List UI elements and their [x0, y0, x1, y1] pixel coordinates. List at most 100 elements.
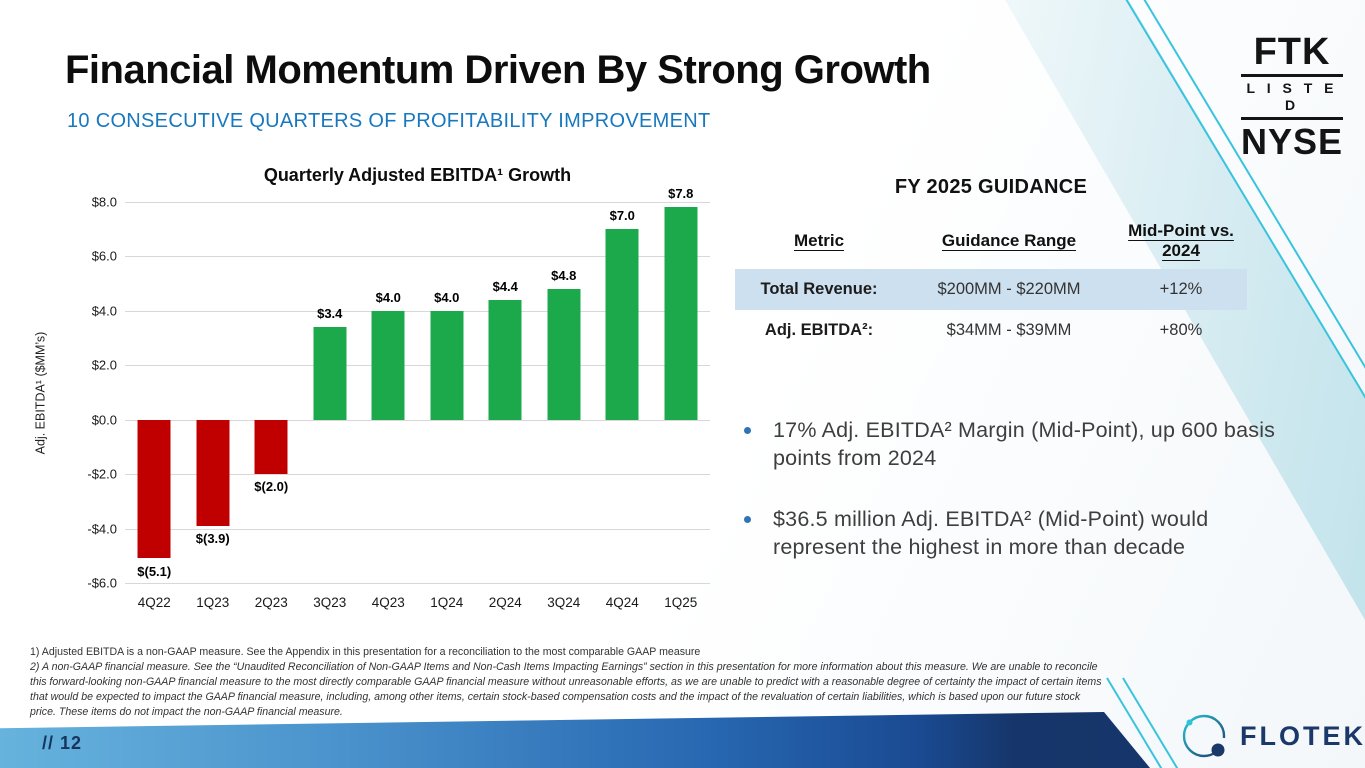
chart-title: Quarterly Adjusted EBITDA¹ Growth	[263, 165, 572, 185]
guidance-cell: $34MM - $39MM	[946, 321, 1072, 339]
bullet-item: $36.5 million Adj. EBITDA² (Mid-Point) w…	[742, 505, 1282, 562]
gridline	[125, 528, 710, 530]
y-tick-label: -$2.0	[87, 466, 117, 482]
x-category-label: 3Q24	[547, 595, 581, 610]
bar-label: $(3.9)	[195, 530, 230, 546]
bar	[547, 289, 581, 420]
guidance-panel: FY 2025 GUIDANCE Metric Guidance Range Mid…	[735, 176, 1247, 351]
guidance-cell: Total Revenue:	[760, 280, 878, 298]
bullet-dot-icon	[744, 515, 751, 523]
gridline	[125, 202, 710, 203]
guidance-title: FY 2025 GUIDANCE	[894, 176, 1088, 198]
listed-label: L I S T E D	[1246, 80, 1338, 113]
x-category-label: 1Q25	[664, 595, 698, 610]
y-tick-label: $0.0	[91, 412, 117, 428]
footnote-line: 2) A non-GAAP financial measure. See the…	[30, 661, 1102, 719]
bar	[430, 310, 464, 420]
guidance-table: Metric Guidance Range Mid-Point vs. 2024 To…	[735, 217, 1247, 351]
gridline	[125, 310, 710, 312]
flotek-orbit-icon	[1182, 714, 1226, 758]
bar	[196, 419, 230, 526]
footnote-line: 1) Adjusted EBITDA is a non-GAAP measure…	[30, 646, 701, 658]
x-category-label: 1Q23	[196, 595, 230, 610]
bar	[371, 310, 405, 420]
y-tick-label: $4.0	[91, 303, 117, 319]
bar-label: $4.8	[551, 268, 577, 284]
page-number: // 12	[42, 733, 83, 753]
bars-container: $(5.1) $(3.9) $(2.0) $3.4 $4.0 $4.0 $4.4 $4.8 $7…	[125, 186, 711, 583]
bar-label: $4.0	[434, 289, 460, 305]
guidance-cell: +12%	[1159, 280, 1203, 298]
bar	[313, 327, 347, 420]
guidance-cell: $200MM - $220MM	[937, 280, 1081, 298]
bar	[488, 299, 522, 420]
x-category-label: 3Q23	[313, 595, 347, 610]
y-axis-title: Adj. EBITDA¹ ($MM’s)	[33, 331, 48, 454]
gridline	[125, 365, 710, 367]
flotek-logo: FLOTEK	[1176, 708, 1365, 764]
bar-column: $(2.0)	[242, 202, 301, 583]
bar-label: $(5.1)	[137, 563, 172, 579]
x-category-label: 4Q23	[371, 595, 405, 610]
x-category-label: 2Q23	[254, 595, 288, 610]
gridline	[125, 256, 710, 258]
y-tick-label: $8.0	[91, 194, 117, 210]
y-tick-label: -$4.0	[87, 521, 117, 537]
badge-divider	[1241, 116, 1343, 120]
guidance-cell: +80%	[1159, 321, 1203, 339]
x-category-label: 2Q24	[488, 595, 522, 610]
x-category-label: 4Q24	[605, 595, 639, 610]
bullet-item: 17% Adj. EBITDA² Margin (Mid-Point), up …	[742, 416, 1282, 473]
badge-divider	[1241, 74, 1343, 77]
slide-title: Financial Momentum Driven By Strong Grow…	[65, 48, 931, 92]
key-points-list: 17% Adj. EBITDA² Margin (Mid-Point), up …	[742, 416, 1282, 594]
y-tick-label: $2.0	[91, 357, 117, 373]
gridline	[125, 583, 710, 584]
gridline	[125, 474, 710, 476]
guidance-row: Total Revenue: $200MM - $220MM +12%	[735, 269, 1247, 310]
x-category-label: 4Q22	[137, 595, 171, 610]
bar-column: $7.8	[652, 186, 711, 583]
guidance-header-text: Guidance Range	[941, 231, 1077, 250]
bar-column: $4.4	[476, 202, 535, 583]
bar	[664, 207, 698, 420]
bullet-text: 17% Adj. EBITDA² Margin (Mid-Point), up …	[773, 418, 1276, 471]
bar-column: $(5.1)	[125, 202, 184, 583]
guidance-header-row: Metric Guidance Range Mid-Point vs. 2024	[735, 217, 1247, 269]
bar-label: $3.4	[317, 306, 343, 322]
bar-label: $7.8	[668, 186, 694, 202]
bar-label: $7.0	[609, 208, 635, 224]
bar-column: $4.0	[359, 202, 418, 583]
gridline	[125, 419, 710, 421]
footnotes: 1) Adjusted EBITDA is a non-GAAP measure…	[30, 645, 1108, 720]
guidance-header-cell: Mid-Point vs. 2024	[1115, 217, 1247, 269]
exchange-label: NYSE	[1241, 120, 1344, 162]
bar-column: $(3.9)	[184, 202, 243, 583]
bar	[137, 419, 171, 559]
bullet-text: $36.5 million Adj. EBITDA² (Mid-Point) w…	[773, 506, 1209, 560]
guidance-row: Adj. EBITDA²: $34MM - $39MM +80%	[735, 310, 1247, 351]
ebitda-bar-chart: Quarterly Adjusted EBITDA¹ Growth Adj. E…	[33, 163, 720, 638]
slide-subtitle: 10 CONSECUTIVE QUARTERS OF PROFITABILITY…	[67, 110, 711, 132]
y-tick-label: -$6.0	[87, 575, 117, 591]
x-axis-labels: 4Q22 1Q23 2Q23 3Q23 4Q23 1Q24 2Q24 3Q24 4Q24 1Q25	[125, 595, 710, 610]
chart-plot: $8.0 $6.0 $4.0 $2.0 $0.0 -$2.0 -$4.0 -$6.0 $(5.1…	[87, 186, 711, 591]
bar-label: $4.4	[492, 278, 518, 294]
bullet-dot-icon	[744, 427, 751, 434]
nyse-listed-badge: FTK L I S T E D NYSE	[1241, 33, 1343, 160]
bar	[254, 419, 288, 475]
bar-column: $4.0	[418, 202, 477, 583]
ticker-symbol: FTK	[1253, 31, 1331, 73]
guidance-header-text: Metric	[793, 231, 845, 250]
guidance-header-cell: Metric	[735, 227, 903, 259]
bar-column: $7.0	[593, 202, 652, 583]
guidance-header-text: Mid-Point vs. 2024	[1128, 221, 1234, 260]
bar-label: $4.0	[375, 289, 401, 305]
guidance-cell: Adj. EBITDA²:	[764, 321, 874, 339]
x-category-label: 1Q24	[430, 595, 464, 610]
bottom-gradient-band	[0, 712, 1150, 768]
y-tick-label: $6.0	[91, 248, 117, 264]
flotek-wordmark: FLOTEK	[1240, 720, 1365, 751]
bar	[605, 229, 639, 420]
